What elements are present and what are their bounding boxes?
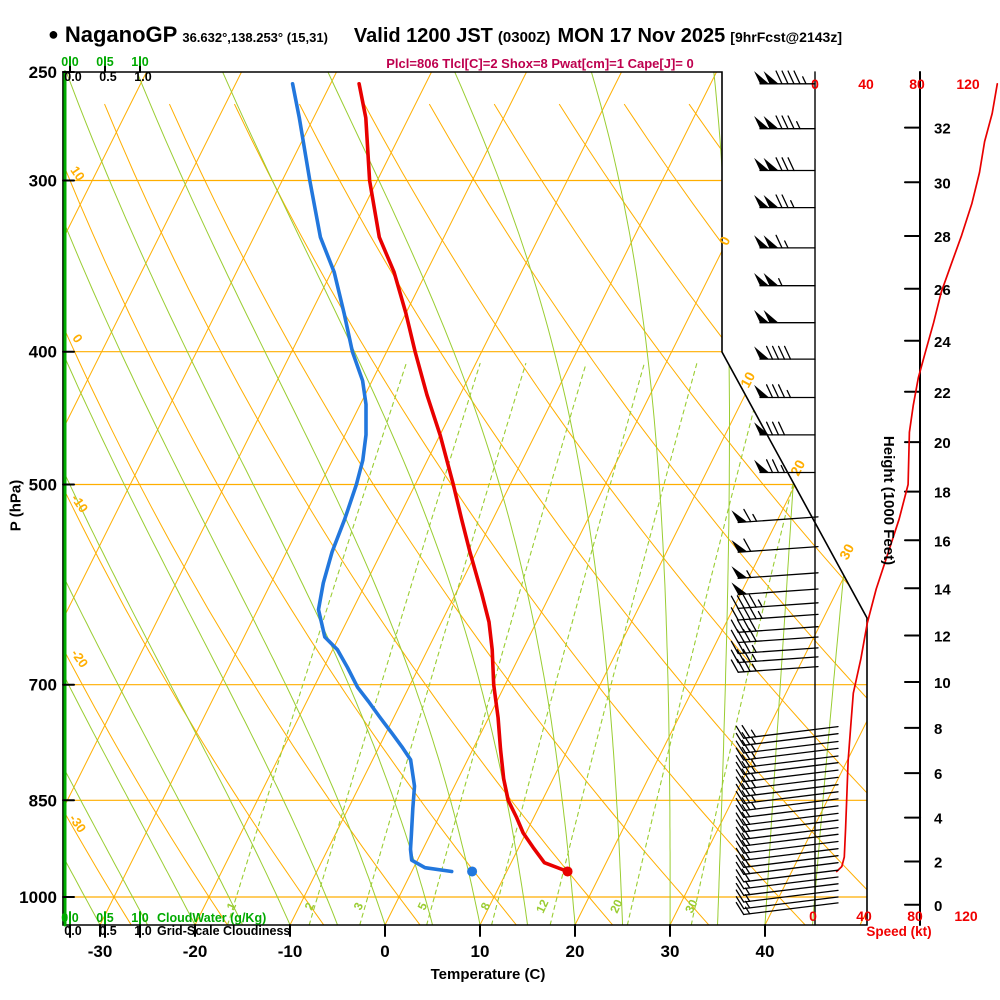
cloud-scales: 0.00.00.00.00.50.50.50.51.01.01.01.0	[61, 55, 152, 938]
svg-text:300: 300	[29, 172, 57, 191]
svg-text:-20: -20	[68, 646, 91, 670]
svg-text:80: 80	[907, 908, 923, 924]
svg-text:2: 2	[302, 900, 318, 912]
cloudwater-axis-label: CloudWater (g/Kg)	[157, 911, 267, 925]
svg-text:1.0: 1.0	[134, 70, 151, 84]
svg-text:30: 30	[934, 175, 951, 192]
valid-time: Valid 1200 JST	[353, 25, 493, 47]
svg-text:3: 3	[351, 900, 367, 912]
svg-text:8: 8	[934, 721, 942, 738]
svg-text:32: 32	[934, 121, 951, 138]
svg-text:10: 10	[934, 675, 951, 692]
svg-text:120: 120	[954, 908, 978, 924]
svg-text:12: 12	[934, 628, 951, 645]
svg-text:0.5: 0.5	[99, 924, 116, 938]
svg-text:0.5: 0.5	[96, 55, 113, 69]
svg-text:1.0: 1.0	[134, 924, 151, 938]
svg-text:0: 0	[380, 942, 389, 961]
svg-text:40: 40	[856, 908, 872, 924]
svg-text:-30: -30	[66, 811, 89, 835]
svg-text:20: 20	[787, 457, 809, 478]
temperature-axis-label: Temperature (C)	[430, 966, 546, 983]
svg-text:-10: -10	[68, 491, 91, 515]
temperature-axis: -30 -20 -10 0 10 20 30 40	[88, 924, 775, 961]
svg-text:120: 120	[956, 76, 980, 92]
speed-axis: 0 0 40 40 80 80 120 120	[809, 71, 980, 926]
svg-text:20: 20	[934, 435, 951, 452]
svg-text:40: 40	[756, 942, 775, 961]
svg-text:0: 0	[809, 908, 817, 924]
svg-text:-10: -10	[278, 942, 303, 961]
svg-text:400: 400	[29, 343, 57, 362]
cloudiness-axis-label: Grid-Scale Cloudiness	[157, 924, 291, 938]
plot-border	[62, 70, 868, 927]
surface-temperature-dot	[562, 866, 573, 877]
svg-text:28: 28	[934, 229, 951, 246]
svg-text:24: 24	[934, 334, 951, 351]
svg-text:16: 16	[934, 533, 951, 550]
svg-text:40: 40	[858, 76, 874, 92]
svg-text:850: 850	[29, 791, 57, 810]
chart-title: ● NaganoGP 36.632°,138.253° (15,31) Valid 1…	[48, 22, 842, 48]
station-coords: 36.632°,138.253° (15,31)	[182, 30, 328, 45]
svg-text:0.0: 0.0	[61, 55, 78, 69]
height-axis-label: Height (1000 Feet)	[880, 435, 897, 566]
svg-text:20: 20	[607, 897, 625, 915]
svg-text:250: 250	[29, 63, 57, 82]
wind-speed-curve	[835, 82, 999, 873]
svg-text:-30: -30	[88, 942, 113, 961]
svg-text:0: 0	[69, 331, 85, 346]
svg-text:6: 6	[934, 766, 942, 783]
svg-text:80: 80	[909, 76, 925, 92]
wind-barbs	[730, 70, 839, 916]
stability-parameters: Plcl=806 Tlcl[C]=2 Shox=8 Pwat[cm]=1 Cap…	[386, 56, 694, 71]
grid-orange	[63, 72, 867, 925]
svg-text:0: 0	[934, 898, 942, 915]
station-name: NaganoGP	[64, 22, 178, 47]
svg-text:5: 5	[415, 900, 431, 912]
svg-text:14: 14	[934, 581, 951, 598]
pressure-axis: 250 300 400 500 700 850 1000	[19, 63, 75, 907]
station-bullet-icon: ●	[48, 24, 59, 44]
svg-text:10: 10	[67, 163, 88, 183]
svg-text:18: 18	[934, 485, 951, 502]
svg-text:2: 2	[934, 855, 942, 872]
svg-text:30: 30	[682, 897, 700, 915]
svg-text:0.0: 0.0	[64, 70, 81, 84]
svg-text:10: 10	[471, 942, 490, 961]
svg-text:22: 22	[934, 385, 951, 402]
svg-text:8: 8	[478, 900, 494, 912]
forecast-tag: [9hrFcst@2143z]	[730, 29, 842, 45]
svg-text:1000: 1000	[19, 888, 57, 907]
svg-text:12: 12	[533, 897, 551, 915]
valid-date: MON 17 Nov 2025	[557, 25, 726, 47]
sounding-curves	[290, 82, 573, 877]
speed-axis-label: Speed (kt)	[866, 924, 932, 939]
svg-text:10: 10	[737, 369, 759, 390]
svg-text:4: 4	[934, 811, 943, 828]
svg-text:30: 30	[661, 942, 680, 961]
svg-text:20: 20	[566, 942, 585, 961]
pressure-axis-label: P (hPa)	[7, 479, 25, 532]
valid-time-utc: (0300Z)	[497, 29, 551, 46]
svg-text:0.0: 0.0	[61, 911, 78, 925]
grid-green	[63, 72, 867, 925]
svg-text:700: 700	[29, 676, 57, 695]
svg-text:500: 500	[29, 476, 57, 495]
svg-text:-20: -20	[183, 942, 208, 961]
surface-dewpoint-dot	[467, 866, 478, 877]
svg-text:1.0: 1.0	[131, 55, 148, 69]
svg-text:0.0: 0.0	[64, 924, 81, 938]
svg-text:0.5: 0.5	[96, 911, 113, 925]
svg-text:30: 30	[836, 541, 858, 562]
svg-text:0: 0	[716, 233, 734, 248]
svg-text:1.0: 1.0	[131, 911, 148, 925]
svg-text:0.5: 0.5	[99, 70, 116, 84]
